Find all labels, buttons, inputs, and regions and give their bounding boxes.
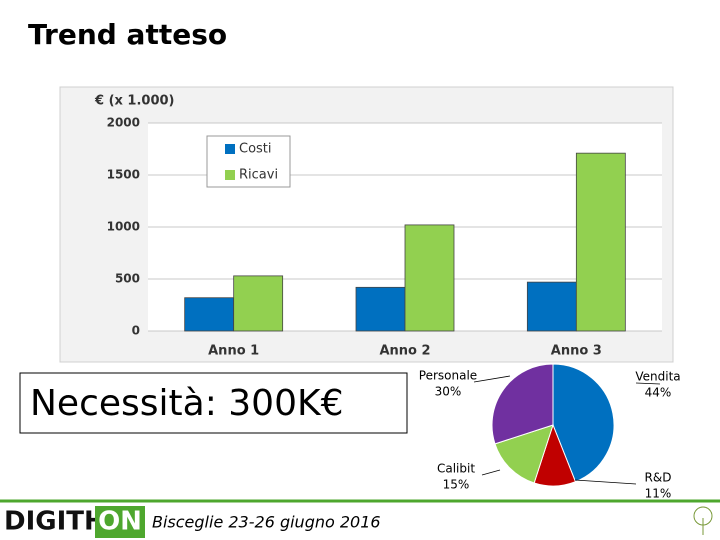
- legend-label: Ricavi: [239, 168, 278, 183]
- legend-box: [206, 135, 291, 188]
- footer-text: Bisceglie 23-26 giugno 2016: [152, 513, 381, 532]
- bar: [355, 286, 406, 332]
- legend-label: Costi: [239, 142, 272, 157]
- tree-icon: [693, 506, 713, 535]
- bar: [526, 281, 577, 332]
- x-tick-label: Anno 2: [379, 344, 430, 359]
- logo-left: DIGITH: [4, 507, 106, 537]
- x-tick-label: Anno 3: [551, 344, 602, 359]
- y-axis-label: € (x 1.000): [94, 94, 175, 109]
- leader-line: [473, 375, 511, 383]
- y-tick-label: 500: [115, 272, 140, 286]
- pie-value-label: 11%: [645, 487, 672, 501]
- callout-box: [19, 372, 408, 434]
- callout: Necessità: 300K€: [30, 383, 344, 424]
- bar: [233, 275, 284, 332]
- legend-swatch: [225, 170, 235, 180]
- leader-line: [574, 479, 637, 485]
- pie-slice: [491, 363, 554, 445]
- x-tick-label: Anno 1: [208, 344, 259, 359]
- bar: [404, 224, 455, 332]
- logo-box: [95, 506, 145, 538]
- pie-label: Vendita: [635, 370, 680, 384]
- bar: [575, 152, 626, 332]
- y-tick-label: 1500: [107, 168, 140, 182]
- y-tick-label: 0: [132, 324, 140, 338]
- y-tick-label: 1000: [107, 220, 140, 234]
- pie-label: Personale: [419, 369, 477, 383]
- slide-title: Trend atteso: [28, 18, 227, 51]
- bar: [184, 297, 235, 332]
- pie-value-label: 30%: [435, 385, 462, 399]
- pie-value-label: 15%: [443, 478, 470, 492]
- pie-label: R&D: [645, 471, 672, 485]
- pie-value-label: 44%: [645, 386, 672, 400]
- pie-slice: [552, 363, 615, 483]
- pie-label: Calibit: [437, 462, 475, 476]
- legend-swatch: [225, 144, 235, 154]
- leader-line: [481, 469, 501, 476]
- logo-right: ON: [98, 507, 142, 537]
- leader-line: [635, 382, 661, 385]
- y-tick-label: 2000: [107, 116, 140, 130]
